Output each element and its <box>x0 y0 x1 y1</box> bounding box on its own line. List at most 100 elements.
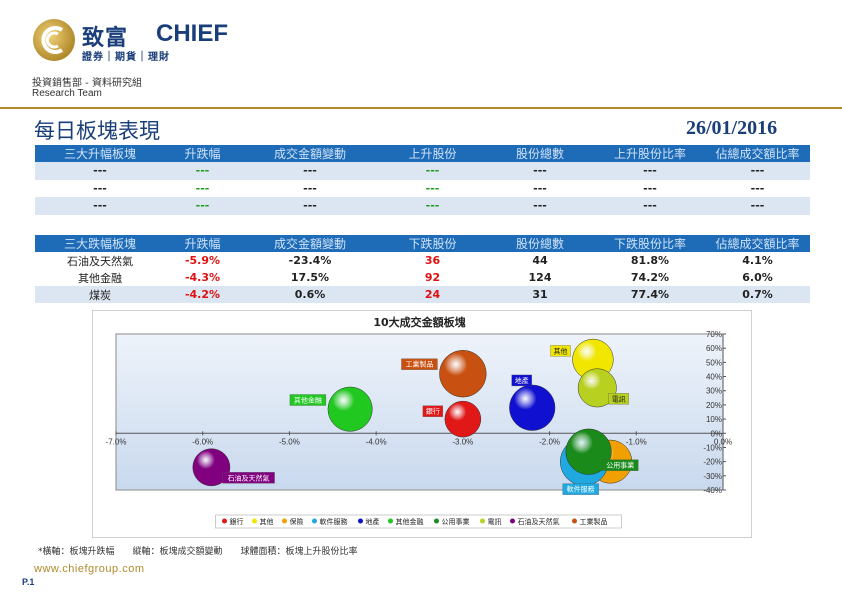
bubble-label-box <box>602 459 639 471</box>
table-cell: 124 <box>485 269 595 286</box>
bubble-label: 工業製品 <box>405 360 433 369</box>
bubble-5 <box>509 384 556 431</box>
table-row: 石油及天然氣 -5.9% -23.4% 36 44 81.8% 4.1% <box>35 252 810 269</box>
table-cell: --- <box>705 179 810 197</box>
y-tick-label: 50% <box>706 358 722 367</box>
y-tick-label: -40% <box>703 486 722 495</box>
table-cell: 31 <box>485 286 595 303</box>
top-losers-table: 三大跌幅板塊 升跌幅 成交金額變動 下跌股份 股份總數 下跌股份比率 佔總成交額… <box>35 235 810 303</box>
table-cell: 4.1% <box>705 252 810 269</box>
col-header: 三大升幅板塊 <box>35 145 165 162</box>
brand-logo: 致富 CHIEF 證券｜期貨｜理財 <box>32 18 242 63</box>
page-title: 每日板塊表現 <box>34 119 160 143</box>
bubble-1 <box>444 400 482 438</box>
table-cell: 74.2% <box>595 269 705 286</box>
department-label: 投資銷售部 - 資料研究組 <box>32 78 142 89</box>
bubble-label-box <box>422 405 444 417</box>
bubble-label: 銀行 <box>426 407 440 416</box>
y-tick-label: -10% <box>703 443 722 452</box>
bubble-label: 其他 <box>554 346 568 355</box>
y-tick-label: -30% <box>703 472 722 481</box>
table-cell: 17.5% <box>240 269 380 286</box>
table-cell: --- <box>240 162 380 180</box>
table-cell: --- <box>705 197 810 215</box>
table-cell: --- <box>165 179 240 197</box>
table-cell: 0.6% <box>240 286 380 303</box>
table-cell: --- <box>165 162 240 180</box>
table-cell: 其他金融 <box>35 269 165 286</box>
col-header: 升跌幅 <box>165 145 240 162</box>
legend-item: 軟件服務 <box>320 517 348 526</box>
x-tick-label: -3.0% <box>452 437 473 446</box>
col-header: 升跌幅 <box>165 235 240 252</box>
table-row: --- --- --- --- --- --- --- <box>35 179 810 197</box>
bubble-chart: 10大成交金額板塊 -7.0% -6.0% -5.0% -4.0% -3.0% -2.0% -… <box>106 315 732 529</box>
x-tick-label: -6.0% <box>192 437 213 446</box>
bubble-8 <box>577 368 617 408</box>
y-tick-label: 40% <box>706 373 722 382</box>
legend-item: 電訊 <box>488 517 502 526</box>
bubble-9 <box>192 448 231 487</box>
legend-marker <box>312 518 317 524</box>
table-cell: --- <box>380 162 485 180</box>
bubble-label-box <box>511 374 532 387</box>
y-tick-label: 70% <box>706 330 722 339</box>
x-tick-label: -4.0% <box>366 437 387 446</box>
col-header: 成交金額變動 <box>240 145 380 162</box>
col-header: 股份總數 <box>485 235 595 252</box>
bubble-label-box <box>222 472 275 484</box>
bubble-label-box <box>401 358 438 370</box>
legend-marker <box>434 518 439 524</box>
bubble-6 <box>327 386 373 432</box>
bubble-label-box <box>562 483 599 495</box>
col-header: 佔總成交額比率 <box>705 235 810 252</box>
x-tick-label: -7.0% <box>106 437 127 446</box>
table-cell: 92 <box>380 269 485 286</box>
legend-item: 銀行 <box>230 517 244 526</box>
legend-item: 石油及天然氣 <box>518 517 560 526</box>
legend-item: 公用事業 <box>442 517 470 526</box>
table-cell: 石油及天然氣 <box>35 252 165 269</box>
bubble-label: 電訊 <box>612 394 626 403</box>
table-row: --- --- --- --- --- --- --- <box>35 162 810 180</box>
table-cell: --- <box>485 162 595 180</box>
bubble-label: 軟件服務 <box>567 485 595 494</box>
legend-item: 工業製品 <box>580 517 608 526</box>
brand-name-en: CHIEF <box>156 20 228 47</box>
table-cell: 0.7% <box>705 286 810 303</box>
x-tick-label: -1.0% <box>626 437 647 446</box>
table-cell: --- <box>705 162 810 180</box>
x-tick-label: -2.0% <box>539 437 560 446</box>
table-cell: --- <box>595 197 705 215</box>
top-gainers-table: 三大升幅板塊 升跌幅 成交金額變動 上升股份 股份總數 上升股份比率 佔總成交額… <box>35 145 810 215</box>
y-tick-label: 10% <box>706 415 722 424</box>
table-cell: --- <box>35 179 165 197</box>
col-header: 上升股份 <box>380 145 485 162</box>
bubble-label: 其他金融 <box>294 396 322 405</box>
legend-item: 其他 <box>260 517 274 526</box>
table-cell: 77.4% <box>595 286 705 303</box>
page-number: P.1 <box>22 577 35 587</box>
table-cell: --- <box>485 179 595 197</box>
col-header: 下跌股份比率 <box>595 235 705 252</box>
legend-item: 其他金融 <box>396 517 424 526</box>
table-cell: 44 <box>485 252 595 269</box>
legend-box <box>215 514 622 529</box>
table-cell: --- <box>380 197 485 215</box>
x-tick-label: -5.0% <box>279 437 300 446</box>
brand-tagline: 證券｜期貨｜理財 <box>82 52 170 63</box>
col-header: 三大跌幅板塊 <box>35 235 165 252</box>
table-cell: --- <box>35 162 165 180</box>
table-cell: -4.2% <box>165 286 240 303</box>
header-divider <box>0 107 842 109</box>
table-row: 其他金融 -4.3% 17.5% 92 124 74.2% 6.0% <box>35 269 810 286</box>
table-cell: 煤炭 <box>35 286 165 303</box>
table-cell: --- <box>240 179 380 197</box>
bubble-10 <box>439 350 487 398</box>
table-cell: --- <box>595 179 705 197</box>
brand-name-cn: 致富 <box>82 26 129 51</box>
chart-title: 10大成交金額板塊 <box>373 315 465 329</box>
chief-logo-icon <box>33 19 75 61</box>
legend-item: 保險 <box>290 517 304 526</box>
website-link[interactable]: www.chiefgroup.com <box>34 563 145 575</box>
